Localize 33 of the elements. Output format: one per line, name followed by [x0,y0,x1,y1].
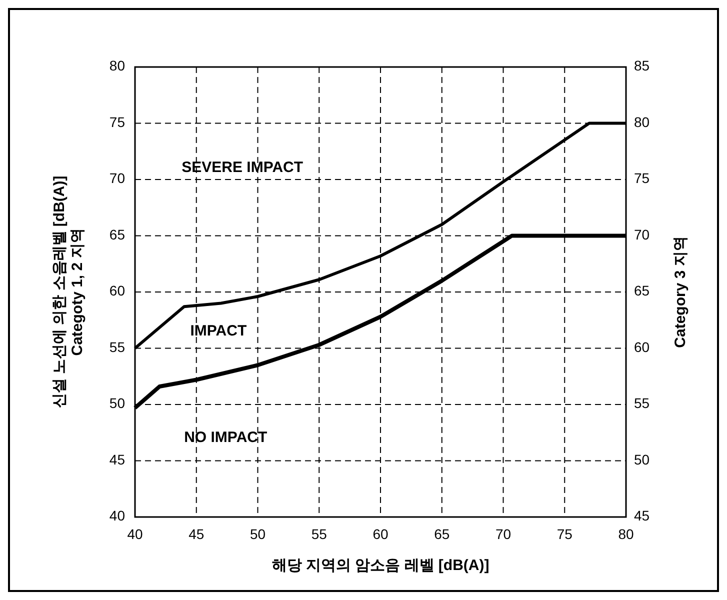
y-tick-label: 60 [109,282,126,299]
x-tick-label: 55 [311,526,328,542]
x-tick-label: 65 [434,526,450,542]
y-tick-label: 75 [109,114,126,130]
y2-tick-label: 45 [634,508,650,524]
y2-tick-label: 85 [634,58,650,74]
y2-axis-title: Category 3 지역 [672,236,689,348]
y2-tick-label: 60 [634,338,650,355]
y2-tick-label: 70 [634,226,650,242]
x-tick-label: 80 [618,526,634,542]
x-tick-label: 75 [556,526,573,542]
x-tick-label: 45 [188,526,204,542]
x-tick-label: 70 [495,526,512,542]
annotation: IMPACT [190,322,247,340]
y-tick-label: 45 [109,451,126,468]
x-tick-label: 60 [372,526,388,542]
y2-tick-label: 80 [634,114,650,130]
y-tick-label: 65 [109,226,126,242]
x-tick-label: 40 [127,526,143,542]
y2-tick-label: 50 [634,451,650,468]
y2-tick-label: 65 [634,282,650,299]
x-axis-title: 해당 지역의 암소음 레벨 [dB(A)] [272,557,490,574]
x-tick-label: 50 [250,526,266,542]
annotation: SEVERE IMPACT [182,159,304,176]
y-axis-title: 신설 노선에 의한 소음레벨 [dB(A)] Categoty 1, 2 지역 [51,176,86,408]
y-tick-label: 55 [109,338,126,355]
y-tick-label: 40 [109,508,126,524]
y2-tick-label: 75 [634,170,650,186]
y-tick-label: 70 [109,170,126,186]
y-tick-label: 50 [109,395,126,412]
annotation: NO IMPACT [184,429,268,446]
y-tick-label: 80 [109,58,126,74]
y2-tick-label: 55 [634,395,650,412]
